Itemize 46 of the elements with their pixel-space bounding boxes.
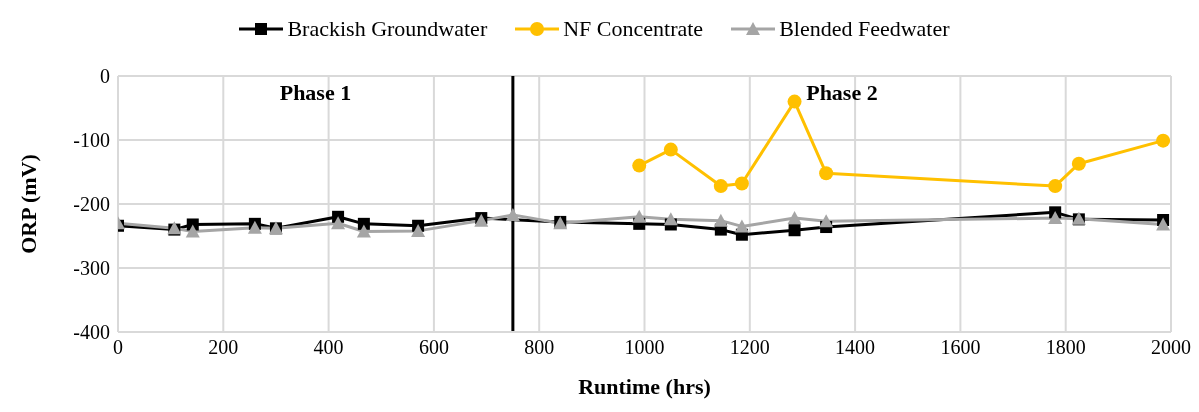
annotation: Phase 2 — [806, 79, 878, 105]
point — [356, 224, 371, 238]
y-tick-label: -400 — [73, 321, 110, 344]
x-tick-label: 2000 — [1151, 336, 1191, 359]
x-tick-label: 1600 — [940, 336, 981, 359]
y-tick-label: -300 — [73, 257, 110, 280]
x-tick-label: 1200 — [729, 336, 770, 359]
point — [787, 211, 802, 225]
x-tick-label: 600 — [418, 336, 449, 359]
point — [713, 179, 728, 194]
point — [787, 94, 802, 109]
x-tick-label: 1000 — [624, 336, 665, 359]
y-axis-title: ORP (mV) — [15, 154, 41, 254]
x-axis-title: Runtime (hrs) — [578, 374, 711, 399]
point — [663, 142, 678, 157]
x-tick-label: 1400 — [835, 336, 876, 359]
x-tick-label: 200 — [208, 336, 239, 359]
x-tick-label: 400 — [313, 336, 344, 359]
point — [1048, 179, 1063, 194]
point — [734, 176, 749, 191]
legend-label: Blended Feedwater — [779, 16, 950, 42]
x-tick-label: 800 — [524, 336, 555, 359]
point — [1156, 217, 1171, 231]
point — [411, 223, 426, 237]
legend-label: NF Concentrate — [563, 16, 704, 42]
point — [1048, 211, 1063, 225]
legend-label: Brackish Groundwater — [287, 16, 488, 42]
x-tick-label: 1800 — [1045, 336, 1086, 359]
point — [819, 166, 834, 181]
point — [713, 213, 728, 227]
point — [247, 220, 262, 234]
y-tick-label: -200 — [73, 193, 110, 216]
point — [788, 224, 801, 237]
point — [632, 209, 647, 223]
point — [1071, 156, 1086, 171]
point — [819, 214, 834, 228]
point — [1156, 133, 1171, 148]
y-tick-label: 0 — [100, 65, 110, 88]
point — [632, 158, 647, 173]
y-tick-label: -100 — [73, 129, 110, 152]
point — [734, 219, 749, 233]
point — [331, 216, 346, 230]
point — [663, 212, 678, 226]
point — [185, 224, 200, 238]
annotation: Phase 1 — [279, 79, 352, 105]
point — [505, 207, 520, 221]
